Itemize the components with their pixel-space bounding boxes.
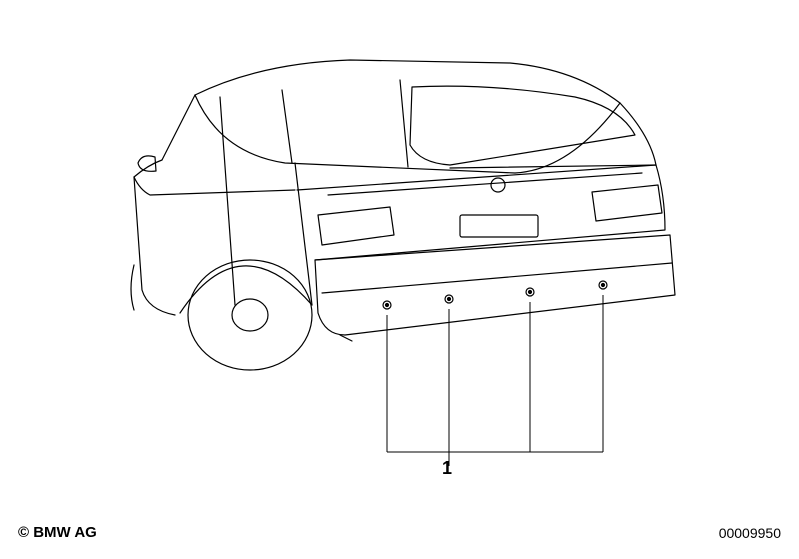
drawing-number: 00009950	[719, 525, 781, 541]
copyright-text: © BMW AG	[18, 524, 97, 541]
callout-number-1: 1	[442, 458, 452, 479]
callout-overlay	[0, 0, 799, 559]
